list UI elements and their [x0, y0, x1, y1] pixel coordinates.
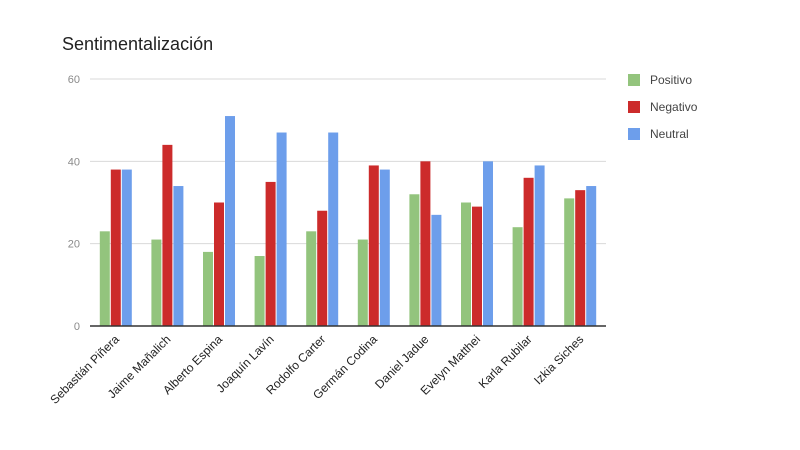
x-tick-label: Izkia Siches	[531, 332, 586, 387]
bar-negativo	[110, 169, 121, 326]
legend-label-negativo: Negativo	[650, 100, 698, 114]
bar-positivo	[151, 239, 162, 326]
bar-positivo	[99, 231, 110, 326]
bar-neutral	[328, 132, 339, 326]
bar-neutral	[534, 165, 545, 326]
bar-positivo	[306, 231, 317, 326]
bar-negativo	[420, 161, 431, 326]
legend-swatch-positivo	[628, 74, 640, 86]
chart-title: Sentimentalización	[62, 34, 214, 54]
bar-positivo	[512, 227, 523, 326]
bar-positivo	[357, 239, 368, 326]
bar-neutral	[586, 186, 597, 326]
y-tick-label: 0	[74, 321, 80, 333]
y-tick-label: 60	[68, 74, 80, 86]
legend-label-neutral: Neutral	[650, 127, 689, 141]
bar-negativo	[214, 202, 224, 326]
bar-negativo	[317, 210, 328, 326]
bar-neutral	[225, 116, 235, 326]
y-tick-label: 40	[68, 156, 80, 168]
bar-positivo	[409, 194, 420, 326]
bar-negativo	[523, 177, 534, 326]
bar-negativo	[162, 144, 173, 326]
bar-neutral	[173, 186, 184, 326]
bar-neutral	[379, 169, 390, 326]
bar-negativo	[265, 181, 276, 326]
y-tick-label: 20	[68, 239, 80, 251]
bar-positivo	[203, 251, 213, 326]
bar-positivo	[564, 198, 575, 326]
bar-negativo	[368, 165, 379, 326]
legend-label-positivo: Positivo	[650, 73, 692, 87]
bar-positivo	[461, 202, 471, 326]
legend-swatch-negativo	[628, 101, 640, 113]
bar-neutral	[121, 169, 132, 326]
bar-neutral	[431, 214, 442, 326]
bar-neutral	[276, 132, 287, 326]
bar-positivo	[254, 256, 265, 326]
bar-negativo	[472, 206, 482, 326]
bar-neutral	[483, 161, 493, 326]
legend-swatch-neutral	[628, 128, 640, 140]
x-tick-label: Karla Rubilar	[476, 332, 535, 391]
bar-negativo	[575, 190, 586, 326]
